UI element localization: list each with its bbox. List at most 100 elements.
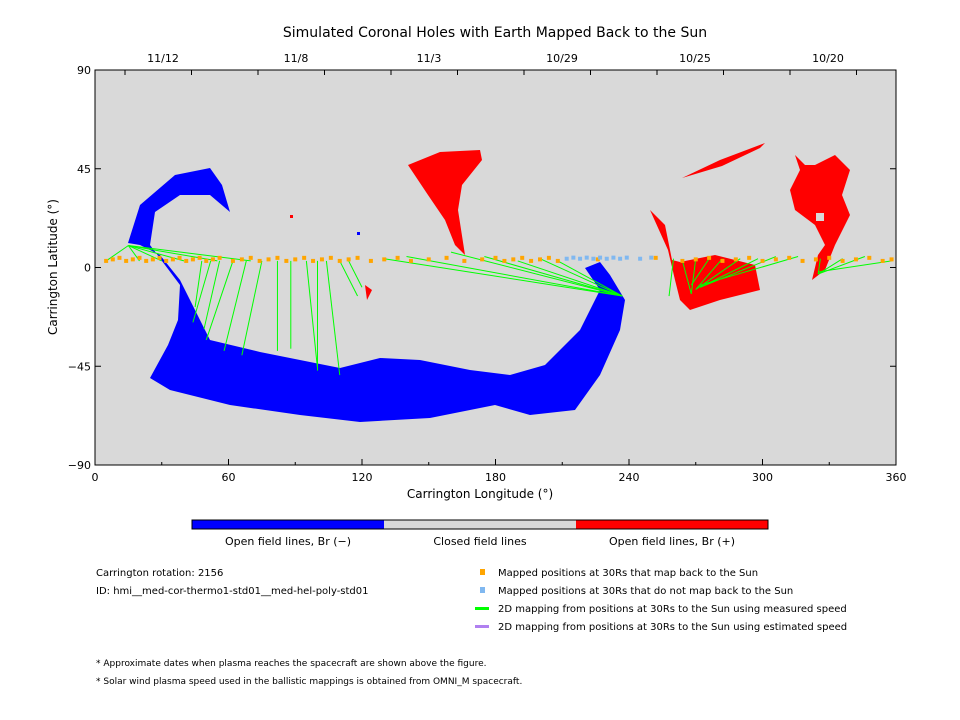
axes: 0 60 120 180 240 300 360 90 45 0 −45 −90 11/12 11/8 11…	[68, 52, 907, 484]
measured-mapping-line	[305, 260, 318, 369]
mapped-point	[747, 255, 752, 260]
mapped-points	[104, 255, 894, 263]
mapped-point	[707, 255, 712, 260]
note-dates: * Approximate dates when plasma reaches …	[96, 659, 487, 669]
mapped-point	[520, 255, 525, 260]
mapped-point	[889, 257, 894, 262]
y-tick-label: 90	[77, 64, 91, 77]
unmapped-point	[564, 256, 569, 261]
mapped-point	[184, 258, 189, 263]
mapped-point	[319, 257, 324, 262]
mapped-point	[355, 255, 360, 260]
positive-hole-5	[365, 285, 372, 300]
mapped-point	[293, 257, 298, 262]
mapped-point	[284, 258, 289, 263]
measured-mapping-line	[384, 258, 623, 297]
positive-hole-2	[650, 210, 760, 310]
x-tick-label: 120	[352, 471, 373, 484]
positive-coronal-holes	[290, 143, 850, 310]
closed-field-island	[816, 213, 824, 221]
mapped-point	[680, 258, 685, 263]
measured-mapping-line	[517, 260, 623, 297]
legend-label-unmapped: Mapped positions at 30Rs that do not map…	[498, 586, 793, 597]
colorbar-label-negative: Open field lines, Br (−)	[225, 535, 351, 548]
mapped-point	[426, 257, 431, 262]
x-tick-label: 240	[619, 471, 640, 484]
legend-label-estimated: 2D mapping from positions at 30Rs to the…	[498, 622, 847, 633]
unmapped-point	[591, 256, 596, 261]
top-date-label: 10/29	[546, 52, 578, 65]
mapped-point	[880, 258, 885, 263]
chart-title: Simulated Coronal Holes with Earth Mappe…	[283, 25, 707, 41]
mapped-point	[302, 255, 307, 260]
unmapped-point	[649, 255, 654, 260]
mapped-point	[197, 255, 202, 260]
measured-mapping-line	[406, 256, 623, 297]
measured-mapping-line	[223, 260, 247, 352]
mapped-point	[177, 255, 182, 260]
measured-mapping-line	[339, 260, 358, 297]
measured-mapping-lines	[105, 245, 892, 376]
mapped-point	[210, 257, 215, 262]
legend-label-measured: 2D mapping from positions at 30Rs to the…	[498, 604, 847, 615]
x-tick-label: 300	[752, 471, 773, 484]
negative-coronal-holes	[128, 168, 625, 422]
mapped-point	[230, 258, 235, 263]
top-date-label: 10/20	[812, 52, 844, 65]
mapped-point	[595, 257, 600, 262]
carrington-rotation: Carrington rotation: 2156	[96, 568, 223, 579]
mapped-point	[408, 258, 413, 263]
mapped-point	[266, 257, 271, 262]
mapped-point	[157, 255, 162, 260]
mapped-point	[480, 257, 485, 262]
unmapped-point	[624, 255, 629, 260]
mapped-point	[853, 257, 858, 262]
mapped-point	[502, 258, 507, 263]
mapped-point	[311, 258, 316, 263]
mapped-point	[337, 258, 342, 263]
y-tick-label: 45	[77, 163, 91, 176]
legend-label-mapped: Mapped positions at 30Rs that map back t…	[498, 568, 758, 579]
x-axis-label: Carrington Longitude (°)	[407, 487, 553, 501]
x-tick-label: 180	[485, 471, 506, 484]
x-tick-label: 60	[222, 471, 236, 484]
mapped-point	[217, 255, 222, 260]
legend-swatch-measured	[475, 607, 489, 610]
mapped-point	[346, 257, 351, 262]
colorbar-positive	[576, 520, 768, 529]
measured-mapping-line	[128, 245, 218, 262]
legend-swatch-mapped	[480, 569, 485, 575]
mapped-point	[328, 255, 333, 260]
mapped-point	[368, 258, 373, 263]
y-axis-label: Carrington Latitude (°)	[46, 199, 60, 335]
mapped-point	[275, 255, 280, 260]
mapped-point	[867, 255, 872, 260]
mapped-point	[110, 257, 115, 262]
note-speed: * Solar wind plasma speed used in the ba…	[96, 677, 522, 687]
measured-mapping-line	[203, 260, 221, 330]
mapped-point	[720, 258, 725, 263]
mapped-point	[773, 257, 778, 262]
mapped-point	[164, 258, 169, 263]
measured-mapping-line	[241, 260, 263, 356]
measured-mapping-line	[194, 260, 203, 308]
unmapped-point	[618, 256, 623, 261]
mapped-point	[130, 257, 135, 262]
mapped-point	[538, 257, 542, 262]
measured-mapping-line	[128, 245, 162, 262]
measured-mapping-line	[818, 260, 892, 273]
top-date-label: 10/25	[679, 52, 711, 65]
mapped-point	[813, 257, 818, 262]
measured-mapping-line	[205, 260, 234, 341]
mapped-point	[462, 258, 467, 263]
measured-mapping-line	[484, 256, 623, 297]
y-tick-label: 0	[84, 262, 91, 275]
measured-mapping-line	[450, 251, 623, 297]
mapped-point	[117, 255, 122, 260]
unmapped-point	[598, 255, 603, 260]
mapped-point	[104, 258, 109, 263]
measured-mapping-line	[557, 260, 623, 297]
mapped-point	[840, 258, 845, 263]
mapped-point	[170, 257, 175, 262]
